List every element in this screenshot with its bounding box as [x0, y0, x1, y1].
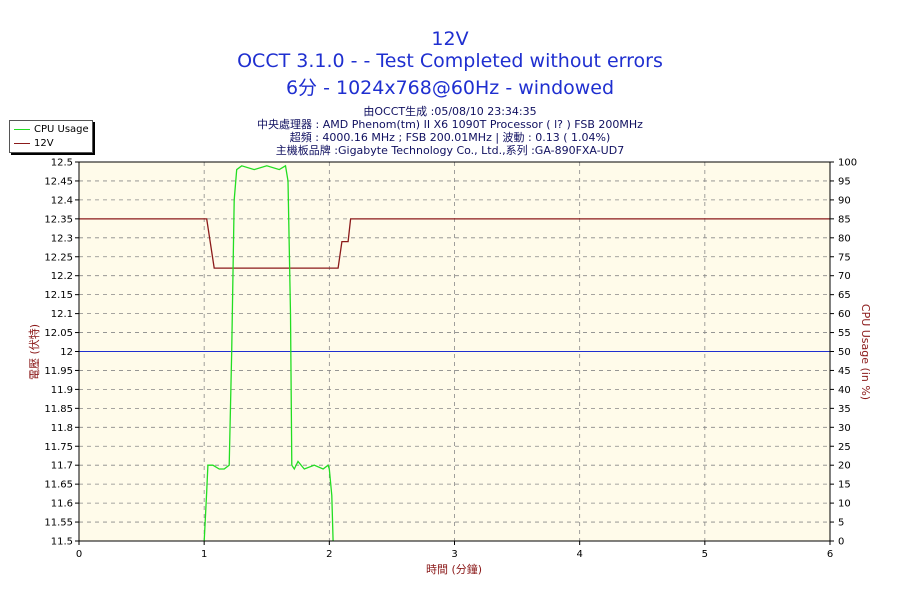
y2-tick-label: 100 — [838, 158, 857, 169]
x-tick-label: 6 — [827, 549, 833, 560]
y-tick-label: 11.7 — [51, 461, 73, 472]
y2-tick-label: 60 — [838, 309, 851, 320]
y2-tick-label: 50 — [838, 347, 851, 358]
y2-tick-label: 75 — [838, 252, 851, 263]
legend-label: CPU Usage — [34, 123, 89, 135]
y-tick-label: 12.05 — [44, 328, 73, 339]
y2-tick-label: 10 — [838, 499, 851, 510]
y-tick-label: 11.5 — [51, 537, 73, 548]
y-tick-label: 12.35 — [44, 214, 73, 225]
y-tick-label: 11.8 — [51, 423, 73, 434]
y2-tick-label: 5 — [838, 518, 844, 529]
y2-tick-label: 55 — [838, 328, 851, 339]
info-generated: 由OCCT生成 :05/08/10 23:34:35 — [363, 105, 537, 118]
y-tick-label: 11.65 — [44, 480, 73, 491]
x-tick-label: 4 — [576, 549, 582, 560]
info-motherboard: 主機板品牌 :Gigabyte Technology Co., Ltd.,系列 … — [275, 144, 625, 157]
x-tick-label: 2 — [326, 549, 332, 560]
y-tick-label: 11.75 — [44, 442, 73, 453]
y2-tick-label: 70 — [838, 271, 851, 282]
x-tick-label: 1 — [201, 549, 207, 560]
info-cpu: 中央處理器 : AMD Phenom(tm) II X6 1090T Proce… — [257, 118, 643, 131]
y2-tick-label: 65 — [838, 290, 851, 301]
x-axis-label: 時間 (分鐘) — [426, 562, 482, 576]
y-tick-label: 11.95 — [44, 366, 73, 377]
legend: CPU Usage 12V — [9, 120, 93, 153]
chart-subtitle-test-status: OCCT 3.1.0 - - Test Completed without er… — [237, 50, 663, 72]
y-tick-label: 12.45 — [44, 176, 73, 187]
legend-item-12v: 12V — [14, 137, 54, 149]
y2-tick-label: 90 — [838, 195, 851, 206]
chart-subtitle-resolution: 6分 - 1024x768@60Hz - windowed — [285, 77, 615, 99]
y-tick-label: 12.5 — [51, 158, 73, 169]
y-tick-label: 12.25 — [44, 252, 73, 263]
legend-swatch — [14, 142, 30, 144]
y2-tick-label: 45 — [838, 366, 851, 377]
y-tick-label: 11.9 — [51, 385, 73, 396]
y2-tick-label: 95 — [838, 176, 851, 187]
x-tick-label: 0 — [76, 549, 82, 560]
y-tick-label: 11.55 — [44, 518, 73, 529]
x-axis-ticks: 0 1 2 3 4 5 6 — [76, 541, 833, 560]
y-tick-label: 12.3 — [51, 233, 73, 244]
legend-label: 12V — [34, 137, 54, 149]
series-line-cpu-usage — [203, 164, 334, 542]
y-tick-label: 12.15 — [44, 290, 73, 301]
y-tick-label: 12 — [60, 347, 73, 358]
y-tick-label: 11.6 — [51, 499, 73, 510]
y2-tick-label: 35 — [838, 404, 851, 415]
x-tick-label: 3 — [451, 549, 457, 560]
y-tick-label: 12.4 — [51, 195, 73, 206]
series-lines — [79, 164, 830, 542]
legend-item-cpu-usage: CPU Usage — [14, 123, 89, 135]
y-tick-label: 12.2 — [51, 271, 73, 282]
y-tick-label: 12.1 — [51, 309, 73, 320]
y2-tick-label: 15 — [838, 480, 851, 491]
y2-tick-label: 30 — [838, 423, 851, 434]
info-overclock: 超頻 : 4000.16 MHz ; FSB 200.01MHz | 波動 : … — [289, 131, 611, 144]
y2-tick-label: 85 — [838, 214, 851, 225]
legend-swatch — [14, 128, 30, 130]
y2-tick-label: 40 — [838, 385, 851, 396]
y2-axis-label: CPU Usage (in %) — [859, 304, 872, 400]
y2-tick-label: 20 — [838, 461, 851, 472]
y2-tick-label: 25 — [838, 442, 851, 453]
x-tick-label: 5 — [702, 549, 708, 560]
y2-tick-label: 0 — [838, 537, 844, 548]
y-axis-label: 電壓 (伏特) — [27, 324, 41, 380]
chart-title: 12V — [431, 28, 469, 50]
series-line-12v — [79, 218, 830, 269]
y2-axis-ticks: 0 5 10 15 20 25 30 35 40 45 50 55 60 65 70 75 80 85 90 95 10… — [830, 158, 857, 548]
y-axis-ticks: 11.5 11.55 11.6 11.65 11.7 11.75 11.8 11.85 11.9… — [44, 158, 79, 548]
y-tick-label: 11.85 — [44, 404, 73, 415]
y2-tick-label: 80 — [838, 233, 851, 244]
